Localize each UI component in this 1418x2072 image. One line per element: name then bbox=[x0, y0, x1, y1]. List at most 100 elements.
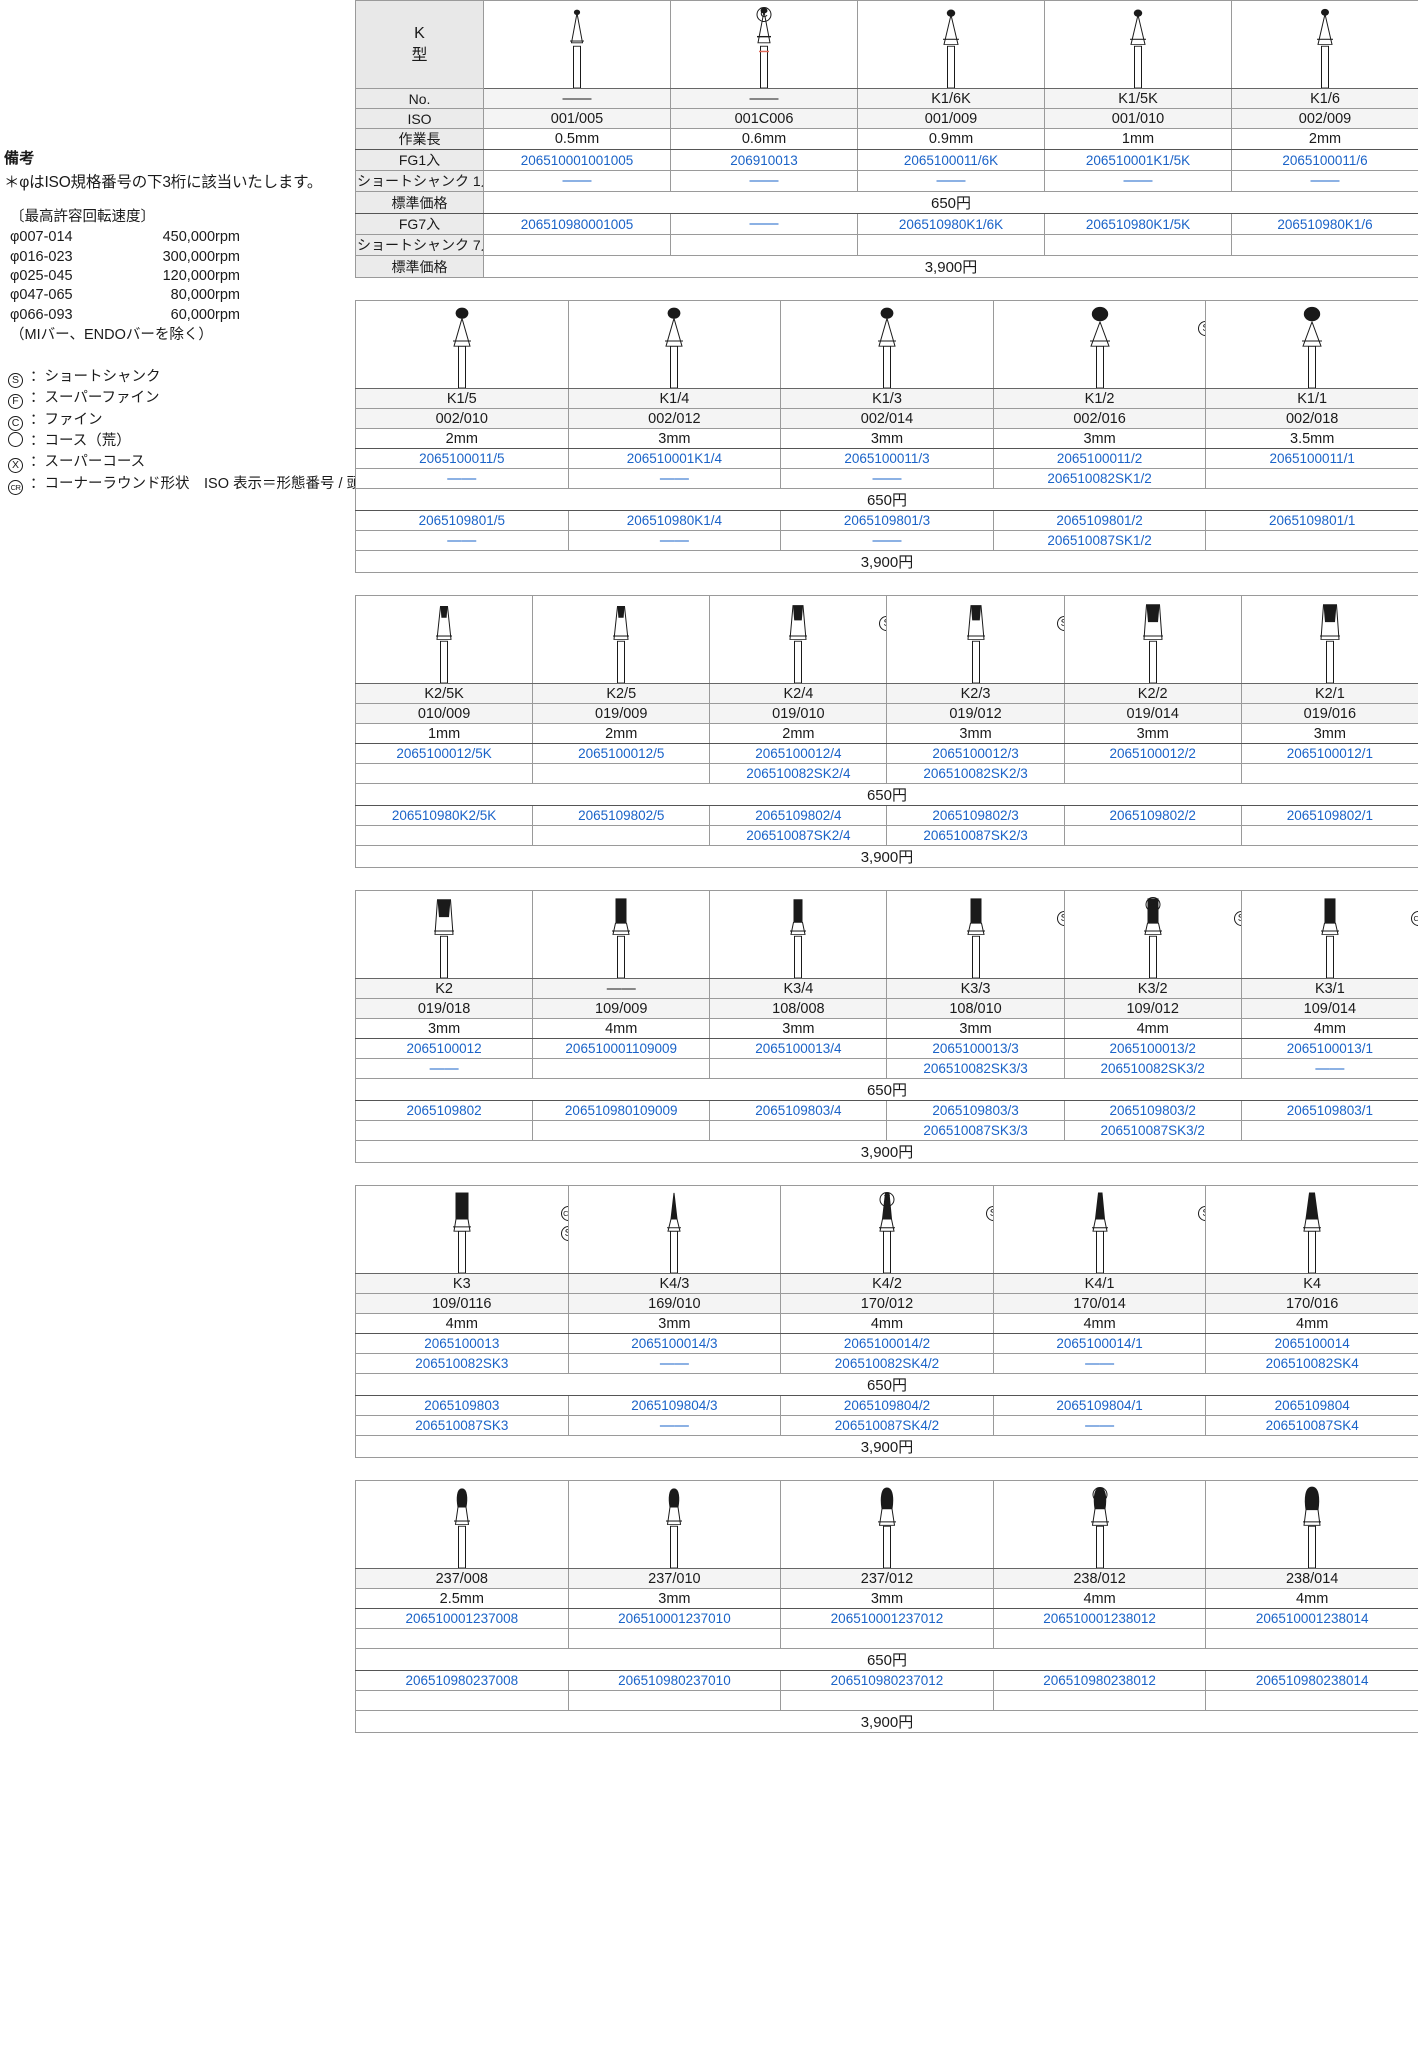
cell-price-650: 650円 bbox=[355, 783, 1418, 806]
cell-iso: 108/010 bbox=[886, 998, 1065, 1019]
bur-top-marker: X bbox=[1145, 893, 1161, 912]
cell-price-650: 650円 bbox=[483, 191, 1418, 214]
marker-cr-icon: CR bbox=[1410, 911, 1418, 926]
cell-work-length: 2mm bbox=[1231, 128, 1418, 150]
speed-rpm: 120,000rpm bbox=[162, 268, 240, 285]
cell-short7-code: 206510087SK4/2 bbox=[780, 1415, 994, 1436]
cell-work-length: 4mm bbox=[992, 1588, 1207, 1609]
iso-row: 237/008 237/010 237/012 238/012 238/014 bbox=[355, 1568, 1418, 1589]
cell-work-length: 3mm bbox=[567, 1313, 782, 1334]
cell-short7-code bbox=[1044, 234, 1232, 256]
speed-diameter: φ066-093 bbox=[10, 306, 73, 323]
cell-no: K1/5 bbox=[355, 388, 569, 409]
cell-fg7-code: 206510980109009 bbox=[532, 1100, 711, 1121]
cell-price-3900: 3,900円 bbox=[355, 550, 1418, 573]
cell-fg1-code: 206910013 bbox=[670, 149, 858, 171]
bur-drawing-taper-wide bbox=[1289, 1187, 1335, 1273]
price-3900-row: 3,900円 bbox=[355, 1710, 1418, 1733]
cell-iso: 108/008 bbox=[709, 998, 888, 1019]
cell-fg7-code: 2065109803/1 bbox=[1240, 1100, 1418, 1121]
cell-work-length: 2.5mm bbox=[355, 1588, 569, 1609]
cell-short7-code: 206510087SK2/4 bbox=[709, 825, 888, 846]
cell-fg1-code: 2065100014/1 bbox=[992, 1333, 1207, 1354]
cell-fg1-code: 206510001109009 bbox=[532, 1038, 711, 1059]
legend-item: S ：ショートシャンク bbox=[8, 367, 349, 389]
cell-fg1-code: 2065100013/2 bbox=[1063, 1038, 1242, 1059]
bur-image-cell bbox=[857, 0, 1045, 89]
cell-short7-code: —— bbox=[992, 1415, 1207, 1436]
speed-diameter: φ016-023 bbox=[10, 248, 73, 265]
legend-item: F ：スーパーファイン bbox=[8, 388, 349, 410]
bur-drawing-ball-small bbox=[928, 2, 974, 88]
cell-short1-code bbox=[1205, 468, 1418, 489]
cell-fg7-code: 206510980001005 bbox=[483, 213, 671, 235]
bur-image-cell bbox=[1231, 0, 1418, 89]
cell-short1-code: —— bbox=[857, 170, 1045, 192]
work-length-row: 4mm 3mm 4mm 4mm 4mm bbox=[355, 1313, 1418, 1334]
cell-iso: 237/010 bbox=[567, 1568, 782, 1589]
cell-no: K1/6 bbox=[1231, 88, 1418, 109]
cell-short1-code bbox=[780, 1628, 994, 1649]
bur-image-cell: CR bbox=[1240, 890, 1418, 979]
bur-marker: CR bbox=[1410, 907, 1418, 926]
row-label-no: No. bbox=[355, 88, 484, 109]
bur-top-marker: X bbox=[1092, 1483, 1108, 1502]
speed-diameter: φ007-014 bbox=[10, 229, 73, 246]
bur-marker: S bbox=[1198, 317, 1205, 336]
number-row: K3 K4/3 K4/2 K4/1 K4 bbox=[355, 1273, 1418, 1294]
iso-row: 010/009 019/009 019/010 019/012 019/014 019/0… bbox=[354, 703, 1418, 724]
cell-short1-code bbox=[532, 1058, 711, 1079]
cell-short1-code bbox=[567, 1628, 782, 1649]
cell-short7-code bbox=[1205, 530, 1418, 551]
bur-drawing-ball bbox=[439, 302, 485, 388]
cell-fg1-code: 206510001237012 bbox=[780, 1608, 994, 1629]
bur-image-cell bbox=[567, 300, 782, 389]
bur-marker: CR bbox=[560, 1202, 568, 1221]
cell-fg1-code: 2065100014/3 bbox=[567, 1333, 782, 1354]
short-shank-1-row: ショートシャンク 1入 —— —— —— —— —— bbox=[355, 170, 1418, 192]
cell-iso: 019/010 bbox=[709, 703, 888, 724]
cell-short7-code: 206510087SK3/3 bbox=[886, 1120, 1065, 1141]
short-shank-7-row: 206510087SK3 —— 206510087SK4/2 —— 206510087S… bbox=[355, 1415, 1418, 1436]
cell-fg1-code: 2065100012/3 bbox=[886, 743, 1065, 764]
cell-short1-code: —— bbox=[567, 468, 782, 489]
cell-no: K2/5 bbox=[532, 683, 711, 704]
work-length-row: 3mm 4mm 3mm 3mm 4mm 4mm bbox=[354, 1018, 1418, 1039]
cell-no: K2 bbox=[354, 978, 534, 999]
speed-exclusion-note: （MIバー、ENDOバーを除く） bbox=[10, 327, 213, 344]
cell-short1-code bbox=[992, 1628, 1207, 1649]
max-speed-list: φ007-014 450,000rpm φ016-023 300,000rpm φ025… bbox=[10, 228, 349, 325]
marker-s-icon: S bbox=[1233, 911, 1241, 926]
cell-fg1-code: 2065100011/1 bbox=[1205, 448, 1418, 469]
bur-drawing-egg-sm bbox=[651, 1482, 697, 1568]
legend-label: ：コース（荒） bbox=[30, 433, 131, 450]
cell-iso: 109/009 bbox=[532, 998, 711, 1019]
bur-image-cell: S bbox=[709, 595, 888, 684]
cell-short1-code bbox=[355, 1628, 569, 1649]
fg7-row: 2065109801/5 206510980K1/4 2065109801/3 206… bbox=[355, 510, 1418, 531]
bur-image-cell bbox=[1205, 1480, 1418, 1569]
cell-iso: 019/016 bbox=[1240, 703, 1418, 724]
cell-iso: 238/012 bbox=[992, 1568, 1207, 1589]
cell-fg7-code: 206510980K1/6 bbox=[1231, 213, 1418, 235]
cell-price-650: 650円 bbox=[355, 488, 1418, 511]
cell-short1-code: —— bbox=[483, 170, 671, 192]
cell-iso: 238/014 bbox=[1205, 1568, 1418, 1589]
price-3900-row: 3,900円 bbox=[355, 550, 1418, 573]
cell-work-length: 0.5mm bbox=[483, 128, 671, 150]
bur-image-cell: S bbox=[992, 300, 1207, 389]
bur-marker: S bbox=[1198, 1202, 1205, 1221]
cell-short1-code bbox=[1205, 1628, 1418, 1649]
cell-price-650: 650円 bbox=[355, 1648, 1418, 1671]
bur-marker: S bbox=[985, 1202, 993, 1221]
bur-image-cell: XS bbox=[780, 1185, 994, 1274]
cell-iso: 001/005 bbox=[483, 108, 671, 129]
cell-iso: 019/012 bbox=[886, 703, 1065, 724]
cell-work-length: 3mm bbox=[780, 1588, 994, 1609]
cell-short7-code bbox=[709, 1120, 888, 1141]
bur-image-cell bbox=[1044, 0, 1232, 89]
marker-s-icon: S bbox=[1056, 616, 1064, 631]
work-length-row: 2.5mm 3mm 3mm 4mm 4mm bbox=[355, 1588, 1418, 1609]
cell-short1-code: —— bbox=[355, 468, 569, 489]
bur-drawing-flatcyl bbox=[598, 892, 644, 978]
